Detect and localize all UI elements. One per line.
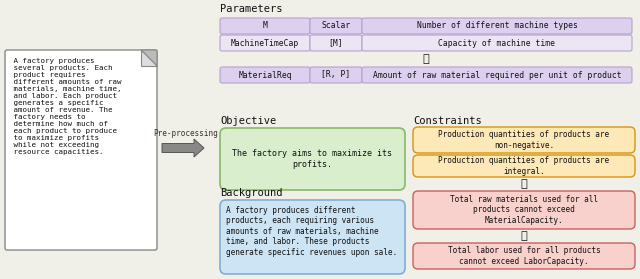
Text: ⋮: ⋮ [520,231,527,241]
Text: ⋮: ⋮ [422,54,429,64]
FancyBboxPatch shape [220,18,310,34]
Text: Background: Background [220,188,282,198]
FancyBboxPatch shape [413,191,635,229]
Text: Number of different machine types: Number of different machine types [417,21,577,30]
FancyBboxPatch shape [413,243,635,269]
Polygon shape [141,50,157,66]
FancyBboxPatch shape [362,35,632,51]
FancyBboxPatch shape [413,155,635,177]
Text: Parameters: Parameters [220,4,282,14]
FancyBboxPatch shape [310,35,362,51]
Text: Amount of raw material required per unit of product: Amount of raw material required per unit… [372,71,621,80]
Text: Production quantities of products are
non-negative.: Production quantities of products are no… [438,130,609,150]
Text: The factory aims to maximize its
profits.: The factory aims to maximize its profits… [232,149,392,169]
Text: Total labor used for all products
cannot exceed LaborCapacity.: Total labor used for all products cannot… [448,246,600,266]
FancyBboxPatch shape [310,18,362,34]
FancyBboxPatch shape [362,67,632,83]
Polygon shape [141,50,157,66]
FancyArrow shape [162,139,204,157]
Text: MaterialReq: MaterialReq [238,71,292,80]
Text: Production quantities of products are
integral.: Production quantities of products are in… [438,156,609,176]
Text: Pre-processing: Pre-processing [154,129,218,138]
Text: Objective: Objective [220,116,276,126]
FancyBboxPatch shape [362,18,632,34]
Text: Constraints: Constraints [413,116,482,126]
Text: Total raw materials used for all
products cannot exceed
MaterialCapacity.: Total raw materials used for all product… [450,195,598,225]
FancyBboxPatch shape [220,35,310,51]
FancyBboxPatch shape [310,67,362,83]
Text: [R, P]: [R, P] [321,71,351,80]
Text: ⋮: ⋮ [520,179,527,189]
FancyBboxPatch shape [220,128,405,190]
FancyBboxPatch shape [220,67,310,83]
FancyBboxPatch shape [413,127,635,153]
Text: [M]: [M] [329,39,343,47]
FancyBboxPatch shape [5,50,157,250]
Text: Scalar: Scalar [321,21,351,30]
Text: Capacity of machine time: Capacity of machine time [438,39,556,47]
Text: A factory produces different
products, each requiring various
amounts of raw mat: A factory produces different products, e… [226,206,397,257]
Text: MachineTimeCap: MachineTimeCap [231,39,299,47]
Text: A factory produces
 several products. Each
 product requires
 different amounts : A factory produces several products. Eac… [9,58,122,155]
FancyBboxPatch shape [220,200,405,274]
Text: M: M [262,21,268,30]
